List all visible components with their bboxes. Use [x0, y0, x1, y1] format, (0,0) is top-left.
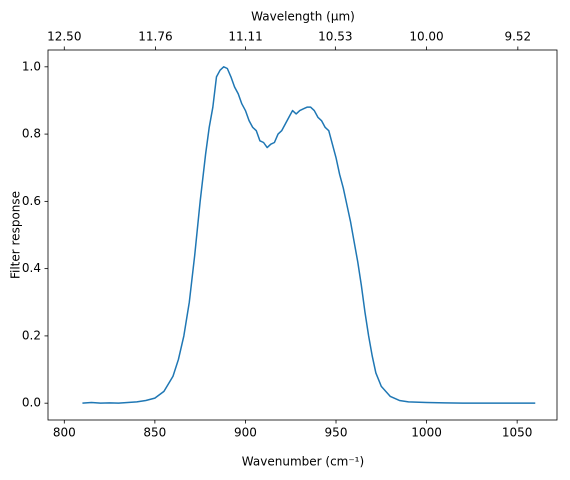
y-tick-label: 0.8 — [22, 127, 41, 141]
data-line — [82, 66, 536, 404]
y-axis-label: Filter response — [9, 191, 23, 279]
x2-tick-label: 9.52 — [504, 30, 531, 44]
y-tick-label: 0.6 — [22, 194, 41, 208]
x-tick-label: 850 — [143, 426, 166, 440]
x2-tick-label: 10.53 — [318, 30, 352, 44]
x2-tick-label: 11.11 — [228, 30, 262, 44]
y-tick-label: 0.0 — [22, 396, 41, 410]
x2-tick-label: 10.00 — [409, 30, 443, 44]
y-tick-label: 0.4 — [22, 261, 41, 275]
x2-axis-label: Wavelength (μm) — [251, 10, 355, 24]
x-tick-label: 1000 — [411, 426, 442, 440]
x-tick-label: 1050 — [502, 426, 533, 440]
x-tick-label: 800 — [53, 426, 76, 440]
x2-tick-label: 12.50 — [47, 30, 81, 44]
y-tick-label: 0.2 — [22, 328, 41, 342]
x2-tick-label: 11.76 — [138, 30, 172, 44]
x-axis-label: Wavenumber (cm⁻¹) — [242, 455, 364, 469]
plot-frame — [47, 49, 558, 421]
y-tick-label: 1.0 — [22, 59, 41, 73]
x-tick-label: 950 — [325, 426, 348, 440]
x-tick-label: 900 — [234, 426, 257, 440]
